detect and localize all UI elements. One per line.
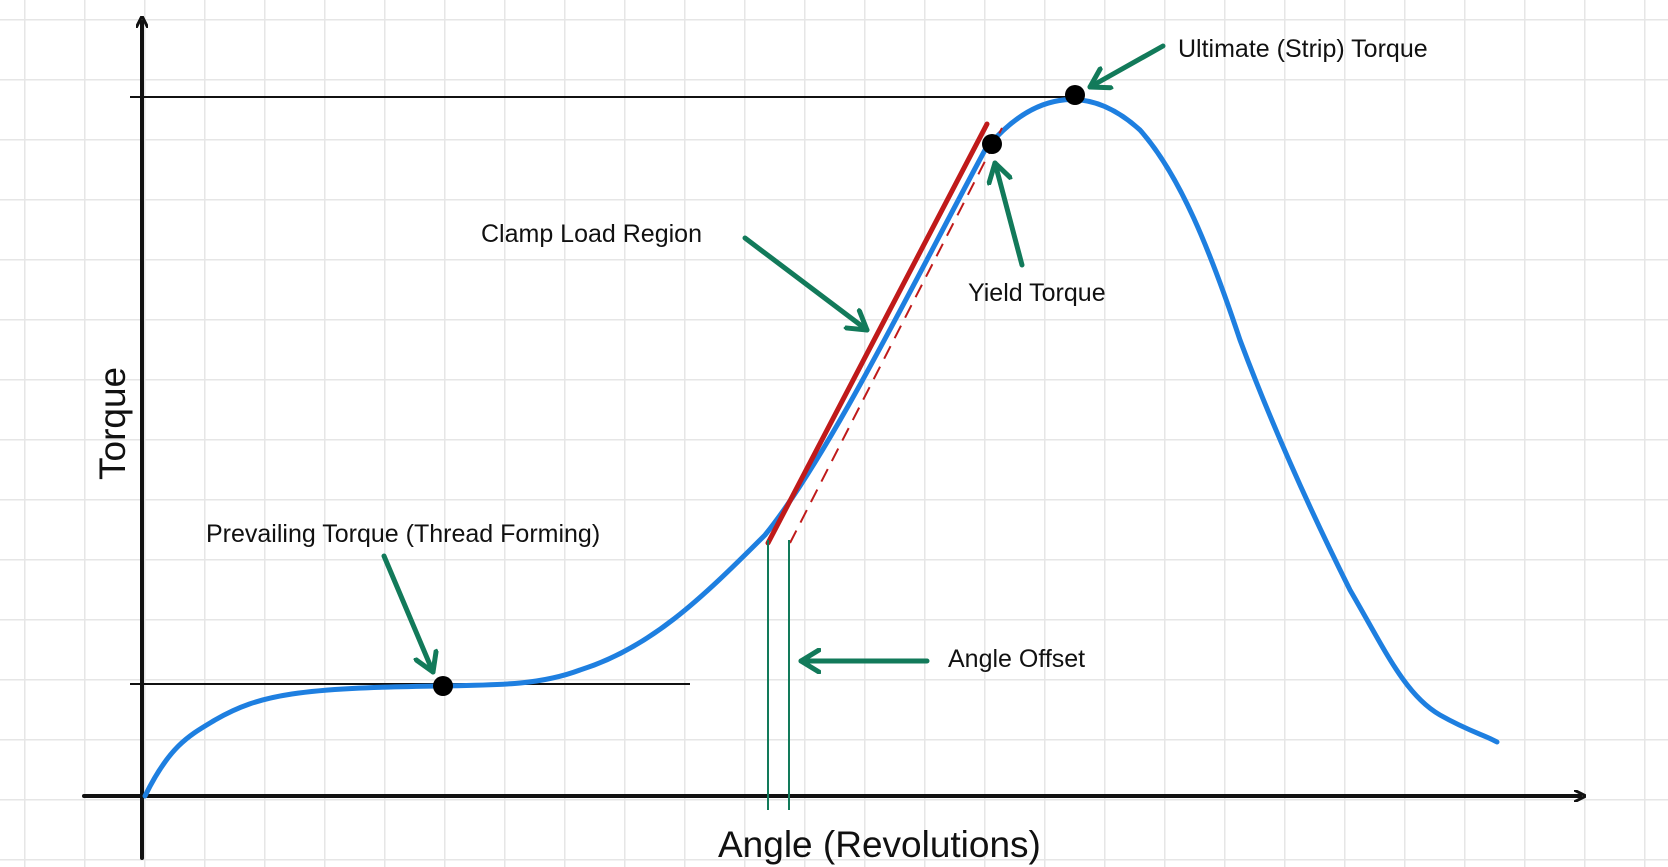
torque-curve — [142, 97, 1500, 799]
clamp-load-region-label: Clamp Load Region — [481, 220, 702, 248]
ultimate-torque-point — [1065, 85, 1085, 105]
ultimate-arrow — [1087, 43, 1166, 87]
y-axis-label: Torque — [92, 366, 133, 480]
yield-arrow — [995, 160, 1025, 268]
clamp-arrow — [742, 235, 870, 333]
yield-torque-label: Yield Torque — [968, 279, 1106, 307]
yield-torque-point — [982, 134, 1002, 154]
ultimate-torque-label: Ultimate (Strip) Torque — [1178, 35, 1428, 63]
angle-offset-label: Angle Offset — [948, 645, 1086, 673]
x-axis-label: Angle (Revolutions) — [718, 824, 1041, 865]
prevailing-arrow — [381, 553, 433, 675]
offset-line — [789, 127, 1003, 544]
prevailing-torque-label: Prevailing Torque (Thread Forming) — [206, 520, 601, 548]
clamp-load-line — [765, 121, 990, 546]
prevailing-torque-point — [433, 676, 453, 696]
